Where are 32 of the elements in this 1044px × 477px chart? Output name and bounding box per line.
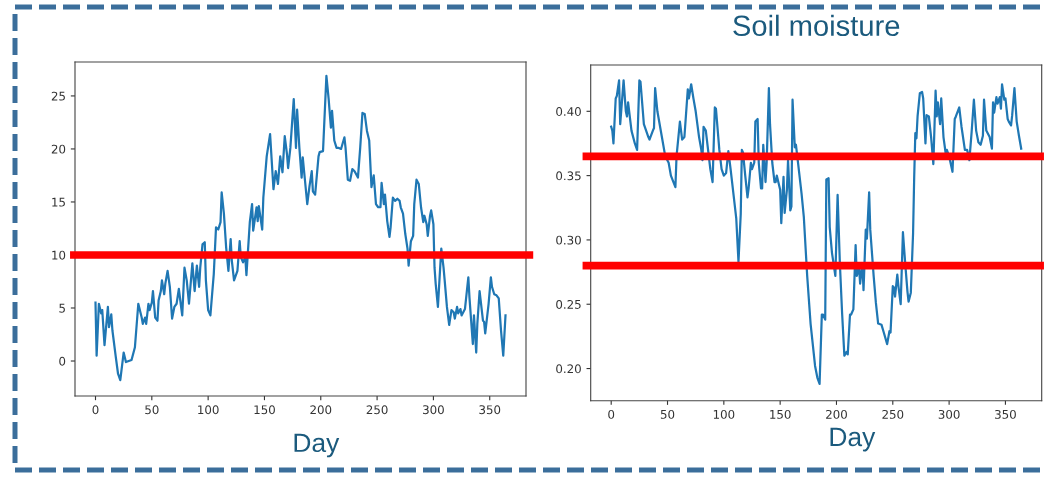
y-tick-label: 25 (51, 91, 65, 101)
x-tick-label: 150 (254, 405, 275, 415)
y-tick-label: 0.40 (556, 107, 581, 116)
line-series (610, 79, 1023, 386)
x-tick-label: 250 (366, 405, 388, 415)
y-tick-label: 10 (52, 250, 66, 260)
x-tick-label: 150 (770, 409, 791, 419)
x-tick-label: 50 (145, 405, 159, 415)
y-tick-label: 20 (51, 144, 66, 154)
x-tick-label: 100 (198, 405, 219, 415)
y-tick-label: 5 (59, 303, 65, 313)
x-tick-label: 100 (713, 409, 735, 419)
x-tick-label: 300 (938, 409, 960, 419)
y-tick-label: 15 (52, 197, 65, 207)
x-tick-label: 200 (310, 405, 332, 415)
x-tick-label: 200 (826, 409, 847, 419)
chart-title: Soil moisture (733, 14, 900, 37)
x-tick-label: 300 (423, 405, 444, 415)
x-axis-title: Day (294, 433, 340, 458)
x-tick-label: 250 (882, 409, 904, 419)
y-tick-label: 0.25 (556, 299, 581, 309)
x-tick-label: 350 (995, 409, 1016, 419)
y-tick-label: 0.35 (556, 171, 581, 181)
line-series (94, 74, 507, 382)
x-tick-label: 0 (92, 405, 99, 415)
y-tick-label: 0 (59, 356, 66, 366)
x-tick-label: 0 (608, 409, 615, 419)
x-tick-label: 50 (660, 409, 675, 419)
x-tick-label: 350 (479, 405, 501, 415)
x-axis-title: Day (830, 427, 876, 452)
y-tick-label: 0.30 (556, 235, 581, 245)
y-tick-label: 0.20 (556, 364, 581, 374)
